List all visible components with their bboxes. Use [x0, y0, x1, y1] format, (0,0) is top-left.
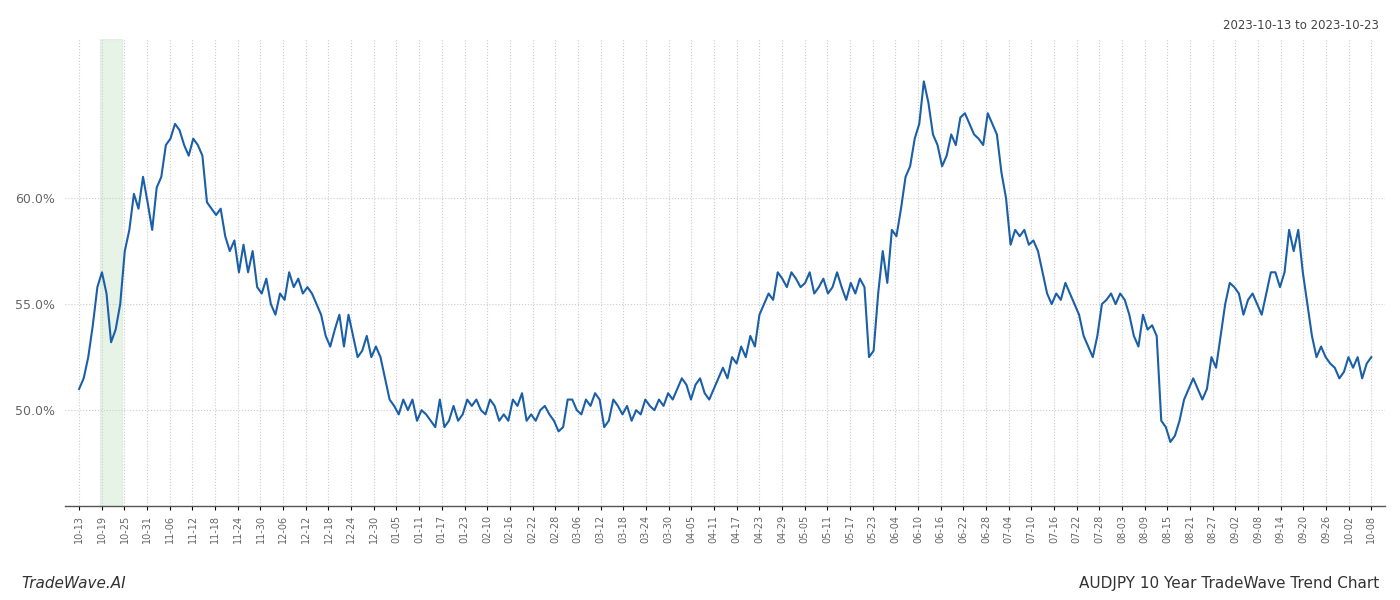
- Text: TradeWave.AI: TradeWave.AI: [21, 576, 126, 591]
- Text: 2023-10-13 to 2023-10-23: 2023-10-13 to 2023-10-23: [1224, 19, 1379, 32]
- Bar: [99, 39, 122, 506]
- Text: AUDJPY 10 Year TradeWave Trend Chart: AUDJPY 10 Year TradeWave Trend Chart: [1079, 576, 1379, 591]
